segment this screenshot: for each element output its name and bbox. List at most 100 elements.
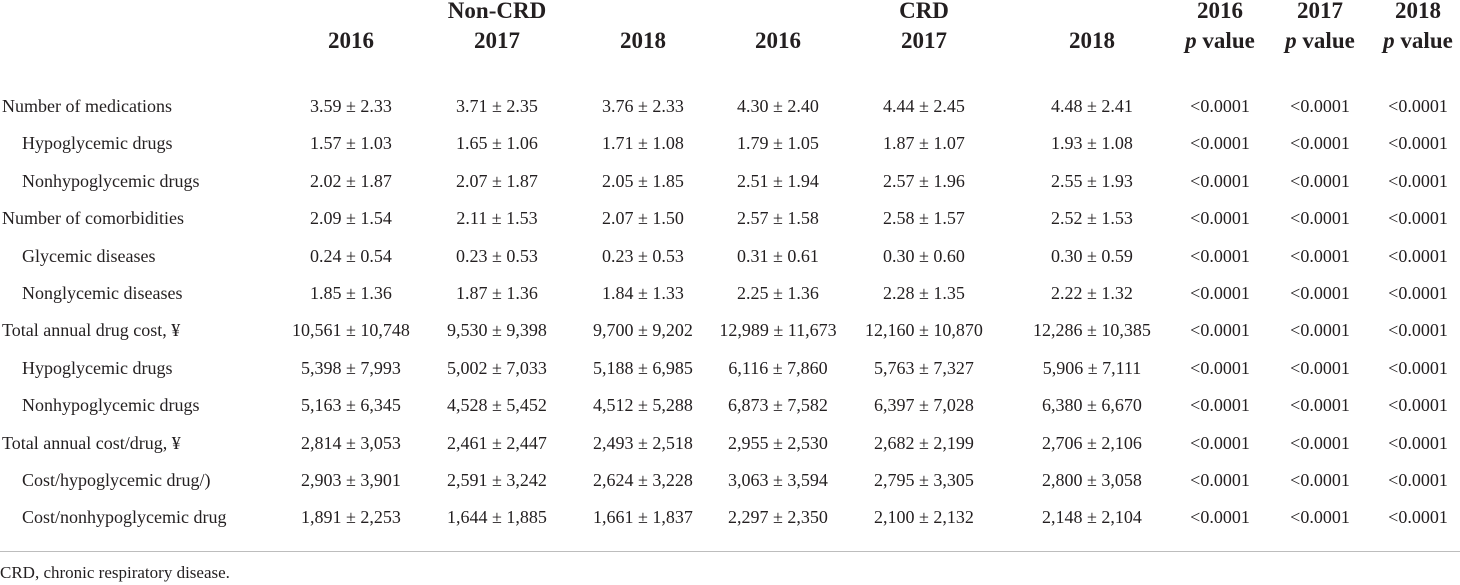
cell-value: <0.0001	[1190, 432, 1250, 453]
cell-value: 3,063 ± 3,594	[728, 470, 828, 490]
sub-row-label: Cost/nonhypoglycemic drug	[22, 507, 227, 528]
cell-value: 1.93 ± 1.08	[1051, 133, 1133, 154]
cell-value: <0.0001	[1388, 133, 1448, 154]
cell-value: 2.05 ± 1.85	[602, 170, 684, 191]
cell-value: 0.30 ± 0.59	[1051, 245, 1133, 266]
cell-value: 1.84 ± 1.33	[602, 283, 684, 303]
cell-value: 1,661 ± 1,837	[593, 507, 693, 528]
cell-value: <0.0001	[1190, 133, 1250, 154]
cell-value: <0.0001	[1190, 96, 1250, 116]
year-header: 2016	[755, 28, 801, 53]
cell-value: 0.23 ± 0.53	[602, 245, 684, 266]
cell-value: 9,700 ± 9,202	[593, 320, 693, 341]
cell-value: 1.57 ± 1.03	[310, 133, 392, 154]
cell-value: <0.0001	[1290, 208, 1350, 229]
sub-row-label: Nonhypoglycemic drugs	[22, 395, 200, 416]
p-value-header: p value	[1383, 28, 1453, 53]
cell-value: 2,624 ± 3,228	[593, 470, 693, 490]
p-value-header: p value	[1185, 28, 1255, 53]
row-label: Total annual drug cost, ¥	[2, 320, 181, 341]
sub-row-label: Cost/hypoglycemic drug/)	[22, 470, 211, 490]
sub-row-label: Hypoglycemic drugs	[22, 133, 173, 154]
cell-value: 2.28 ± 1.35	[883, 283, 965, 303]
footnote: CRD, chronic respiratory disease.	[0, 563, 230, 582]
cell-value: <0.0001	[1290, 357, 1350, 378]
cell-value: <0.0001	[1290, 283, 1350, 303]
p-year-header: 2018	[1395, 0, 1441, 23]
cell-value: 12,989 ± 11,673	[719, 320, 837, 341]
cell-value: 6,873 ± 7,582	[728, 395, 828, 416]
cell-value: 1,644 ± 1,885	[447, 507, 547, 528]
cell-value: 2.51 ± 1.94	[737, 170, 819, 191]
row-label: Total annual cost/drug, ¥	[2, 432, 181, 453]
cell-value: 2.02 ± 1.87	[310, 170, 392, 191]
cell-value: 5,763 ± 7,327	[874, 357, 974, 378]
cell-value: 1.87 ± 1.36	[456, 283, 538, 303]
cell-value: 3.71 ± 2.35	[456, 96, 538, 116]
year-header: 2018	[620, 28, 666, 53]
cell-value: 2.55 ± 1.93	[1051, 170, 1133, 191]
cell-value: 2.52 ± 1.53	[1051, 208, 1133, 229]
cell-value: 12,286 ± 10,385	[1033, 320, 1151, 341]
cell-value: 6,397 ± 7,028	[874, 395, 974, 416]
cell-value: <0.0001	[1290, 395, 1350, 416]
cell-value: 6,116 ± 7,860	[728, 357, 828, 378]
cell-value: 2,148 ± 2,104	[1042, 507, 1142, 528]
cell-value: <0.0001	[1290, 470, 1350, 490]
cell-value: <0.0001	[1190, 507, 1250, 528]
year-header: 2016	[328, 28, 374, 53]
cell-value: 2.57 ± 1.58	[737, 208, 819, 229]
cell-value: <0.0001	[1388, 357, 1448, 378]
cell-value: <0.0001	[1290, 320, 1350, 341]
cell-value: 2,591 ± 3,242	[447, 470, 547, 490]
cell-value: 2,955 ± 2,530	[728, 432, 828, 453]
cell-value: 2,795 ± 3,305	[874, 470, 974, 490]
cell-value: <0.0001	[1190, 245, 1250, 266]
cell-value: 5,002 ± 7,033	[447, 357, 547, 378]
cell-value: 3.59 ± 2.33	[310, 96, 392, 116]
cell-value: 4.48 ± 2.41	[1051, 96, 1133, 116]
cell-value: 2.22 ± 1.32	[1051, 283, 1133, 303]
cell-value: 5,906 ± 7,111	[1042, 357, 1142, 378]
year-header: 2017	[901, 28, 947, 53]
sub-row-label: Nonglycemic diseases	[22, 283, 183, 303]
cell-value: 9,530 ± 9,398	[447, 320, 547, 341]
p-value-header: p value	[1285, 28, 1355, 53]
cell-value: 4.44 ± 2.45	[883, 96, 965, 116]
sub-row-label: Glycemic diseases	[22, 245, 156, 266]
cell-value: 2.07 ± 1.50	[602, 208, 684, 229]
cell-value: <0.0001	[1290, 133, 1350, 154]
row-label: Number of medications	[2, 96, 172, 116]
sub-row-label: Nonhypoglycemic drugs	[22, 170, 200, 191]
cell-value: <0.0001	[1388, 170, 1448, 191]
cell-value: 1.71 ± 1.08	[602, 133, 684, 154]
cell-value: 2,814 ± 3,053	[301, 432, 401, 453]
cell-value: 1.79 ± 1.05	[737, 133, 819, 154]
cell-value: 0.30 ± 0.60	[883, 245, 965, 266]
cell-value: 0.24 ± 0.54	[310, 245, 392, 266]
cell-value: 2.11 ± 1.53	[456, 208, 538, 229]
cell-value: 2,493 ± 2,518	[593, 432, 693, 453]
cell-value: 1,891 ± 2,253	[301, 507, 401, 528]
cell-value: <0.0001	[1190, 208, 1250, 229]
cell-value: 2.57 ± 1.96	[883, 170, 965, 191]
cell-value: <0.0001	[1388, 470, 1448, 490]
sub-row-label: Hypoglycemic drugs	[22, 357, 173, 378]
cell-value: 2.07 ± 1.87	[456, 170, 538, 191]
cell-value: 2,100 ± 2,132	[874, 507, 974, 528]
cell-value: <0.0001	[1190, 357, 1250, 378]
cell-value: 10,561 ± 10,748	[292, 320, 410, 341]
cell-value: <0.0001	[1388, 320, 1448, 341]
bottom-rule	[0, 551, 1460, 552]
cell-value: <0.0001	[1388, 395, 1448, 416]
cell-value: 2.58 ± 1.57	[883, 208, 965, 229]
cell-value: 2,461 ± 2,447	[447, 432, 547, 453]
group-header: CRD	[899, 0, 949, 23]
cell-value: <0.0001	[1290, 170, 1350, 191]
cell-value: 0.23 ± 0.53	[456, 245, 538, 266]
cell-value: 2,706 ± 2,106	[1042, 432, 1142, 453]
cell-value: <0.0001	[1190, 283, 1250, 303]
cell-value: <0.0001	[1290, 432, 1350, 453]
cell-value: <0.0001	[1388, 245, 1448, 266]
